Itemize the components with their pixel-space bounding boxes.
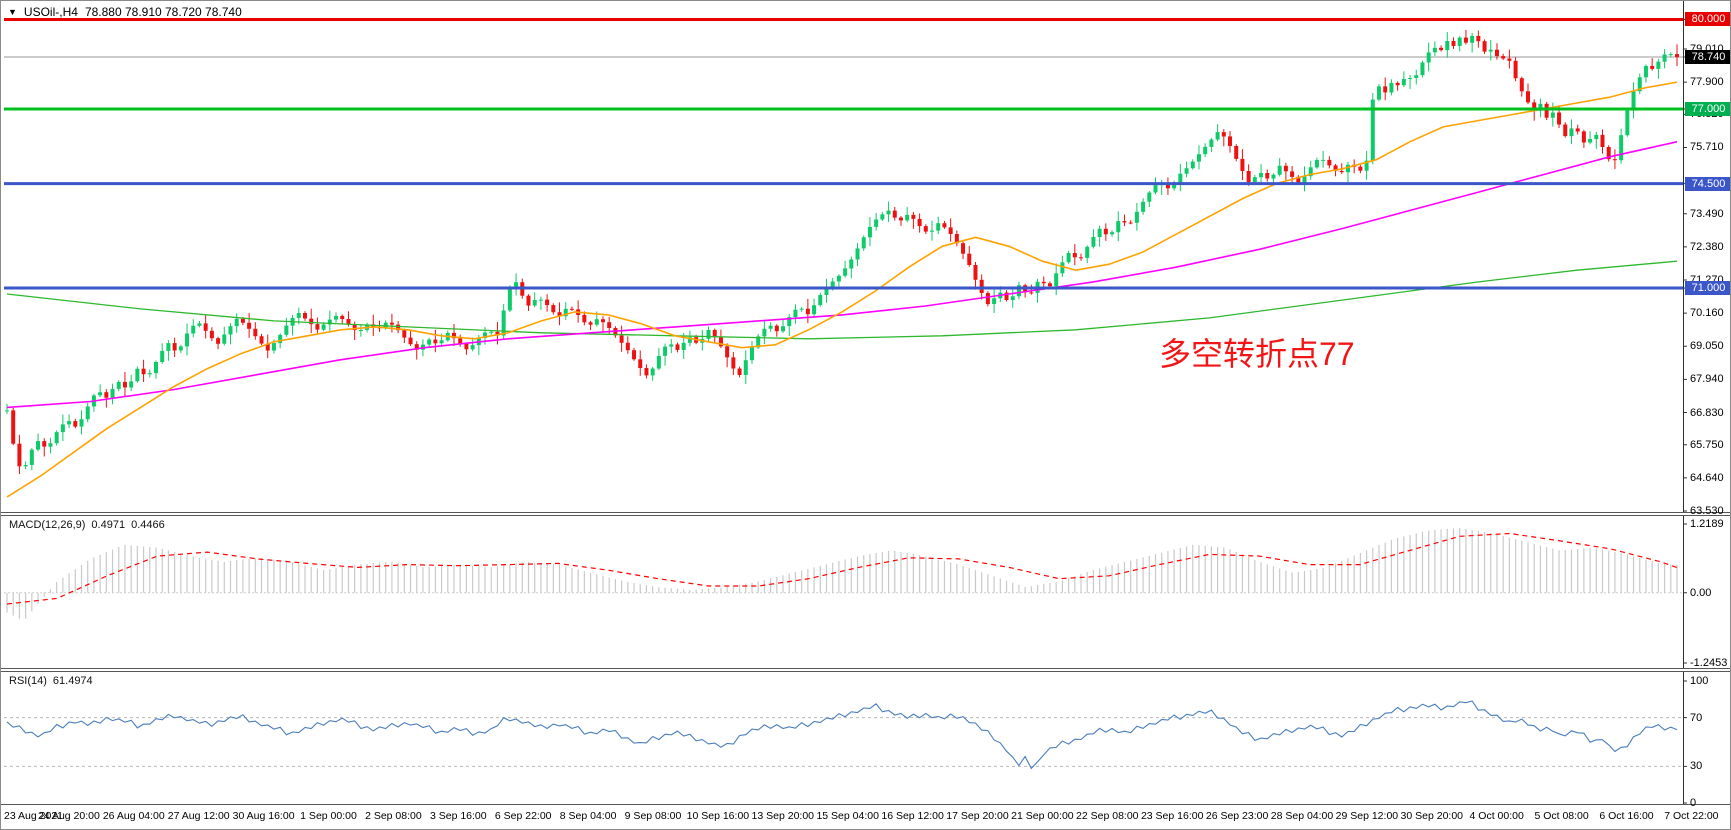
candlestick-series <box>5 29 1679 474</box>
macd-main-value: 0.4971 <box>91 519 126 531</box>
date-label: 6 Sep 22:00 <box>494 810 552 822</box>
macd-signal-value: 0.4466 <box>131 519 165 531</box>
rsi-panel-label: RSI(14) 61.4974 <box>9 675 93 687</box>
price-badge: 71.000 <box>1685 281 1730 296</box>
horizontal-level-lines <box>4 17 1683 290</box>
symbol-dropdown-icon[interactable]: ▼ <box>8 7 17 17</box>
date-label: 8 Sep 04:00 <box>559 810 617 822</box>
date-label: 1 Sep 00:00 <box>300 810 357 822</box>
chart-header: ▼ USOil-,H4 78.880 78.910 78.720 78.740 <box>8 5 242 19</box>
date-label: 2 Sep 08:00 <box>365 810 422 822</box>
chart-bottom-border <box>1 804 1730 805</box>
macd-panel-label: MACD(12,26,9) 0.4971 0.4466 <box>9 519 165 531</box>
macd-indicator-name: MACD(12,26,9) <box>9 519 86 531</box>
price-tick-label: 64.640 <box>1690 471 1724 484</box>
price-tick-label: 69.050 <box>1690 340 1724 353</box>
date-label: 30 Aug 16:00 <box>232 810 295 822</box>
ma-mid-line <box>6 141 1678 409</box>
date-label: 26 Aug 04:00 <box>102 810 165 822</box>
date-label: 3 Sep 16:00 <box>429 810 487 822</box>
price-tick-label: 77.900 <box>1690 76 1724 89</box>
date-label: 16 Sep 12:00 <box>881 810 944 822</box>
panel-separator-main-macd[interactable] <box>1 512 1730 516</box>
price-badge: 77.000 <box>1685 101 1730 116</box>
date-label: 30 Sep 20:00 <box>1400 810 1464 822</box>
rsi-tick-label: 70 <box>1690 711 1703 724</box>
price-tick-label: 75.710 <box>1690 141 1724 154</box>
panel-separator-macd-rsi[interactable] <box>1 668 1730 672</box>
symbol-period-label: USOil-,H4 <box>23 5 78 19</box>
date-label: 7 Oct 22:00 <box>1664 810 1719 822</box>
price-tick-label: 73.490 <box>1690 207 1724 220</box>
price-tick-label: 67.940 <box>1690 373 1724 386</box>
rsi-tick-label: 0 <box>1690 797 1697 809</box>
price-axis-line <box>1683 1 1684 805</box>
rsi-tick-label: 100 <box>1690 675 1709 687</box>
date-label: 26 Sep 23:00 <box>1205 810 1269 822</box>
date-label: 10 Sep 16:00 <box>686 810 750 822</box>
date-label: 27 Aug 12:00 <box>167 810 230 822</box>
rsi-plot <box>4 700 1683 770</box>
price-tick-label: 63.530 <box>1690 505 1724 517</box>
date-axis[interactable]: 23 Aug 2021 24 Aug 20:00 26 Aug 04:00 27 Au… <box>1 810 1730 829</box>
rsi-value: 61.4974 <box>52 675 93 687</box>
date-label: 13 Sep 20:00 <box>751 810 815 822</box>
date-label: 4 Oct 00:00 <box>1469 810 1524 822</box>
annotation-text: 多空转折点77 <box>1159 336 1355 372</box>
macd-tick-label: 1.2189 <box>1690 518 1724 530</box>
macd-tick-label: 0.00 <box>1690 586 1712 599</box>
date-label: 24 Aug 20:00 <box>37 810 100 822</box>
macd-histogram <box>4 527 1683 619</box>
date-label: 23 Sep 16:00 <box>1140 810 1204 822</box>
ma-fast-line <box>6 81 1678 498</box>
date-label: 9 Sep 08:00 <box>624 810 682 822</box>
price-tick-label: 66.830 <box>1690 406 1724 419</box>
price-tick-label: 70.160 <box>1690 307 1724 320</box>
macd-signal-line <box>6 532 1678 605</box>
rsi-line <box>6 700 1678 770</box>
ma-slow-line <box>6 260 1678 340</box>
rsi-indicator-name: RSI(14) <box>9 675 47 687</box>
date-label: 22 Sep 08:00 <box>1076 810 1139 822</box>
rsi-tick-label: 30 <box>1690 760 1703 773</box>
price-tick-label: 65.750 <box>1690 438 1724 451</box>
price-tick-label: 72.380 <box>1690 240 1724 253</box>
date-label: 15 Sep 04:00 <box>816 810 879 822</box>
macd-tick-label: -1.2453 <box>1690 657 1728 669</box>
ohlc-values: 78.880 78.910 78.720 78.740 <box>84 5 242 19</box>
date-label: 28 Sep 04:00 <box>1270 810 1334 822</box>
price-badge: 80.000 <box>1685 12 1730 27</box>
date-label: 29 Sep 12:00 <box>1335 810 1399 822</box>
price-badge: 74.500 <box>1685 176 1730 191</box>
price-badge: 78.740 <box>1685 50 1730 65</box>
date-label: 6 Oct 16:00 <box>1599 810 1654 822</box>
date-label: 5 Oct 08:00 <box>1534 810 1589 822</box>
date-label: 23 Aug 2021 <box>4 810 63 822</box>
date-label: 21 Sep 00:00 <box>1011 810 1074 822</box>
date-label: 17 Sep 20:00 <box>946 810 1009 822</box>
